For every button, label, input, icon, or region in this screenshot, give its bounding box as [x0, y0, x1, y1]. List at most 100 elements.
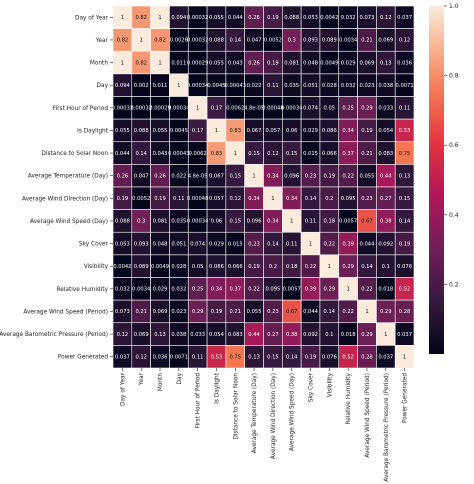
- heatmap-cell-value: 0.22: [305, 264, 317, 270]
- heatmap-cell-value: 0.018: [341, 332, 356, 338]
- heatmap-cell-value: 0.00034: [281, 106, 303, 112]
- heatmap-cell-value: 0.14: [286, 354, 298, 360]
- heatmap-cell-value: 0.14: [361, 264, 373, 270]
- heatmap-cell-value: 0.3: [288, 38, 296, 44]
- heatmap-cell-value: 0.055: [115, 128, 130, 134]
- heatmap-cell-value: 0.00034: [168, 106, 190, 112]
- heatmap-cell-value: 0.12: [229, 196, 241, 202]
- heatmap-cell-value: 0.14: [399, 219, 411, 225]
- heatmap-cell-value: 0.75: [229, 354, 241, 360]
- y-tick-labels: Day of Year Year Month Day First Hour of Per…: [0, 15, 113, 361]
- heatmap-cell-value: 0.34: [286, 196, 298, 202]
- y-tick-label: Month: [90, 61, 108, 67]
- y-tick-label: Average Wind Speed (Period): [23, 309, 108, 315]
- heatmap-cell-value: 0.0057: [283, 287, 301, 293]
- heatmap-cell-value: 0.092: [303, 332, 318, 338]
- heatmap-cell-value: 0.011: [153, 83, 168, 89]
- heatmap-cell-value: 0.14: [324, 309, 336, 315]
- heatmap-cell-value: 0.12: [399, 38, 411, 44]
- heatmap-cell-value: 0.00029: [149, 106, 170, 112]
- y-tick-label: First Hour of Period: [53, 106, 109, 112]
- heatmap-cell-value: 1: [309, 241, 312, 247]
- heatmap-cell-value: 0.27: [267, 332, 279, 338]
- heatmap-cell-value: 0.00032: [130, 106, 151, 112]
- heatmap-cell-value: 0.044: [360, 241, 376, 247]
- heatmap-cell-value: 0.05: [192, 264, 204, 270]
- heatmap-cell-value: 0.28: [361, 354, 373, 360]
- heatmap-cell-value: 0.067: [247, 128, 262, 134]
- heatmap-cell-value: 0.088: [134, 128, 149, 134]
- heatmap-cell-value: 0.37: [229, 287, 241, 293]
- heatmap-cell-value: 0.00034: [187, 83, 209, 89]
- heatmap-cell-value: 0.088: [209, 38, 224, 44]
- heatmap-cell-value: 0.11: [305, 219, 317, 225]
- heatmap-cell-value: 0.083: [228, 332, 243, 338]
- heatmap-cell-value: 0.11: [192, 354, 204, 360]
- heatmap-cell-value: 0.0042: [113, 264, 131, 270]
- heatmap-cell-value: 0.18: [286, 264, 298, 270]
- heatmap-cell-value: 0.044: [115, 151, 131, 157]
- heatmap-cell-value: 0.037: [115, 354, 130, 360]
- heatmap-cell-value: 0.15: [286, 151, 298, 157]
- heatmap-cell-value: 0.089: [322, 38, 337, 44]
- heatmap-cell-value: 1: [347, 287, 350, 293]
- colorbar-tick-label: 0.6: [449, 142, 459, 149]
- heatmap-cell-value: 0.066: [322, 151, 337, 157]
- heatmap-cell-value: 0.53: [399, 128, 411, 134]
- heatmap-cell-value: 0.52: [399, 287, 411, 293]
- heatmap-cell-value: 0.054: [209, 332, 225, 338]
- heatmap-cell-value: 0.11: [399, 106, 411, 112]
- heatmap-cell-value: 0.13: [154, 332, 166, 338]
- heatmap-cell-value: 0.00032: [187, 38, 208, 44]
- heatmap-cell-value: 0.23: [361, 196, 373, 202]
- heatmap-cell-value: 0.12: [380, 15, 392, 21]
- heatmap-cell-value: 0.17: [211, 106, 223, 112]
- heatmap-cell-value: 0.83: [229, 128, 241, 134]
- heatmap-cell-value: 1: [403, 354, 406, 360]
- x-tick-label: Month: [158, 373, 164, 391]
- x-tick-labels: Day of Year Year Month Day First Hour of Per…: [120, 368, 409, 482]
- heatmap-cell-value: 0.14: [135, 151, 147, 157]
- heatmap-cell-value: 1: [158, 15, 161, 21]
- heatmap-cell-value: 0.52: [342, 354, 354, 360]
- heatmap-cell-value: 1: [384, 332, 387, 338]
- heatmap-cell-value: 0.043: [153, 151, 168, 157]
- heatmap-cell-value: 0.00032: [187, 15, 208, 21]
- heatmap-cell-value: 0.34: [267, 173, 279, 179]
- heatmap-cell-value: 0.53: [211, 354, 223, 360]
- heatmap-cell-value: 0.0071: [170, 354, 188, 360]
- heatmap-cell-value: 0.00048: [262, 106, 283, 112]
- heatmap-cell-value: 0.23: [267, 309, 279, 315]
- heatmap-cell-value: 0.29: [361, 332, 373, 338]
- heatmap-cell-value: 0.051: [171, 241, 186, 247]
- heatmap-cell-value: 0.048: [153, 241, 168, 247]
- x-tick-label: First Hour of Period: [196, 373, 202, 429]
- heatmap-cell-value: 1: [121, 60, 124, 66]
- heatmap-cell-value: 0.089: [134, 264, 149, 270]
- heatmap-cell-value: 0.11: [173, 196, 185, 202]
- heatmap-cell-value: 0.002: [134, 83, 149, 89]
- heatmap-cell-value: 0.19: [117, 196, 129, 202]
- colorbar-tick-label: 0.4: [449, 212, 459, 219]
- heatmap-cell-value: 0.19: [267, 15, 279, 21]
- heatmap-cell-value: 1: [215, 128, 218, 134]
- heatmap-cell-value: 0.15: [267, 354, 279, 360]
- heatmap-cell-value: 1: [158, 60, 161, 66]
- heatmap-cells: [112, 5, 415, 369]
- heatmap-cell-value: 0.17: [192, 128, 204, 134]
- heatmap-cell-value: 0.069: [378, 38, 393, 44]
- x-tick-label: Average Wind Speed (Period): [365, 373, 371, 458]
- heatmap-cell-value: 0.096: [284, 173, 299, 179]
- x-tick-label: Year: [139, 372, 145, 386]
- heatmap-cell-value: 0.22: [342, 309, 354, 315]
- heatmap-cell-value: 0.029: [209, 241, 224, 247]
- heatmap-cell-value: 0.19: [361, 128, 373, 134]
- heatmap-cell-value: 0.29: [342, 264, 354, 270]
- x-tick-label: Day of Year: [120, 372, 126, 406]
- heatmap-cell-value: 1: [365, 309, 368, 315]
- heatmap-cell-value: 0.83: [211, 151, 223, 157]
- heatmap-cell-value: 0.023: [360, 83, 375, 89]
- heatmap-cell-value: 0.0045: [170, 128, 188, 134]
- x-tick-label: Average Wind Direction (Day): [271, 373, 277, 459]
